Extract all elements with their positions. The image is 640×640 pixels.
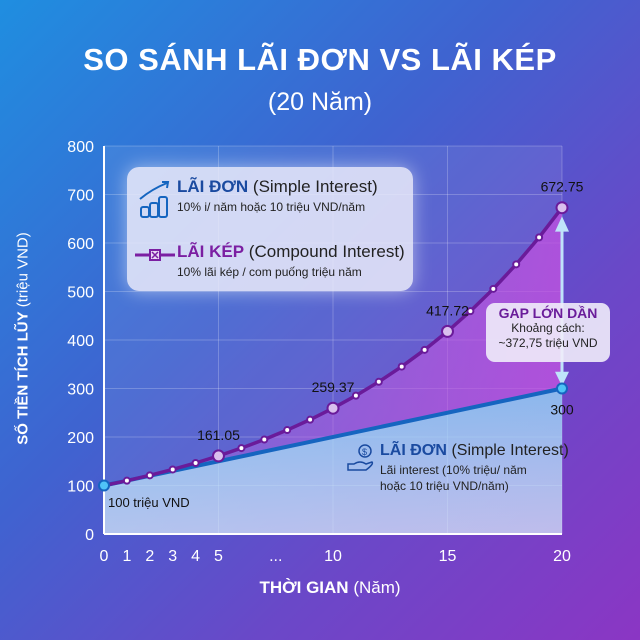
legend-compound-desc: 10% lãi kép / com puống triệu năm bbox=[177, 265, 362, 279]
simple-point bbox=[556, 382, 568, 395]
legend-simple-name: LÃI ĐƠN bbox=[177, 177, 249, 196]
legend-simple-en: (Simple Interest) bbox=[252, 177, 378, 196]
compound-point bbox=[466, 307, 475, 316]
compound-point bbox=[374, 377, 383, 386]
y-axis-label-unit: (triệu VND) bbox=[14, 232, 32, 308]
gap-arrow-head-up bbox=[555, 216, 569, 232]
x-tick-label: 4 bbox=[191, 548, 200, 565]
compound-data-label: 161.05 bbox=[197, 427, 240, 443]
compound-data-label: 672.75 bbox=[541, 179, 584, 195]
x-axis-label: THỜI GIAN (Năm) bbox=[0, 578, 640, 598]
simple-data-label: 300 bbox=[550, 402, 574, 418]
simple-annot-desc2: hoặc 10 triệu VND/năm) bbox=[380, 479, 509, 493]
x-tick-label: 20 bbox=[553, 548, 571, 565]
compound-point bbox=[326, 401, 340, 415]
gap-annotation: GAP LỚN DẦN Khoảng cách: ~372,75 triệu V… bbox=[486, 303, 610, 362]
compound-point bbox=[420, 345, 429, 354]
x-tick-label: 10 bbox=[324, 548, 342, 565]
compound-point bbox=[122, 476, 131, 485]
y-axis-label-main: SỐ TIỀN TÍCH LŨY bbox=[14, 311, 32, 445]
compound-point bbox=[489, 284, 498, 293]
compound-point bbox=[397, 362, 406, 371]
svg-text:$: $ bbox=[362, 447, 367, 457]
simple-interest-line bbox=[103, 386, 563, 488]
legend-compound-en: (Compound Interest) bbox=[248, 242, 405, 261]
x-tick-label: 0 bbox=[100, 548, 109, 565]
compound-point bbox=[306, 415, 315, 424]
x-tick-label: 15 bbox=[439, 548, 457, 565]
compound-point bbox=[535, 233, 544, 242]
compound-point bbox=[441, 324, 454, 338]
chart-subtitle: (20 Năm) bbox=[267, 88, 373, 116]
y-tick-label: 200 bbox=[67, 430, 94, 447]
compound-point bbox=[283, 426, 292, 435]
compound-area bbox=[104, 207, 562, 486]
x-tick-label: 1 bbox=[122, 548, 131, 565]
compound-data-label: 259.37 bbox=[312, 379, 355, 395]
chart-title: SO SÁNH LÃI ĐƠN VS LÃI KÉP bbox=[83, 42, 557, 77]
simple-annot-desc1: Lãi interest (10% triệu/ năm bbox=[380, 463, 527, 477]
simple-annot-en: (Simple Interest) bbox=[451, 442, 569, 459]
compound-point bbox=[237, 444, 246, 453]
gap-arrow-head-down bbox=[555, 371, 569, 387]
simple-annot-name: LÃI ĐƠN bbox=[380, 442, 447, 459]
x-tick-label: 3 bbox=[168, 548, 177, 565]
y-tick-label: 500 bbox=[67, 285, 94, 302]
y-tick-label: 800 bbox=[67, 139, 94, 156]
y-tick-label: 400 bbox=[67, 333, 94, 350]
compound-point bbox=[351, 391, 360, 400]
legend-compound-name: LÃI KÉP bbox=[177, 242, 245, 261]
compound-point bbox=[212, 449, 225, 463]
x-tick-label: 2 bbox=[145, 548, 154, 565]
compound-point bbox=[145, 471, 154, 480]
gap-line2: ~372,75 triệu VND bbox=[498, 336, 598, 350]
legend: LÃI ĐƠN (Simple Interest) 10% i/ năm hoặ… bbox=[127, 167, 413, 291]
legend-simple-desc: 10% i/ năm hoặc 10 triệu VND/năm bbox=[177, 200, 366, 214]
y-tick-label: 300 bbox=[67, 382, 94, 399]
line-marker-icon bbox=[135, 249, 175, 261]
x-axis-label-main: THỜI GIAN bbox=[259, 578, 349, 597]
simple-area bbox=[104, 388, 562, 534]
y-tick-label: 100 bbox=[67, 479, 94, 496]
money-hand-icon: $ bbox=[347, 444, 374, 471]
x-axis-label-unit: (Năm) bbox=[353, 578, 401, 597]
start-label: 100 triệu VND bbox=[108, 495, 190, 510]
x-tick-label: ... bbox=[269, 548, 282, 565]
y-tick-label: 0 bbox=[85, 527, 94, 544]
compound-point bbox=[555, 201, 569, 215]
compound-point bbox=[260, 435, 269, 444]
y-tick-label: 700 bbox=[67, 188, 94, 205]
compound-point bbox=[512, 260, 521, 269]
compound-point bbox=[168, 465, 177, 474]
gap-line1: Khoảng cách: bbox=[511, 321, 585, 335]
gap-title: GAP LỚN DẦN bbox=[498, 305, 598, 321]
y-tick-label: 600 bbox=[67, 236, 94, 253]
y-axis-label: SỐ TIỀN TÍCH LŨY (triệu VND) bbox=[15, 224, 32, 454]
x-tick-label: 5 bbox=[214, 548, 223, 565]
compound-data-label: 417.72 bbox=[426, 302, 469, 318]
compound-point bbox=[191, 458, 200, 467]
simple-point bbox=[98, 479, 110, 492]
coins-growth-icon bbox=[139, 181, 170, 218]
